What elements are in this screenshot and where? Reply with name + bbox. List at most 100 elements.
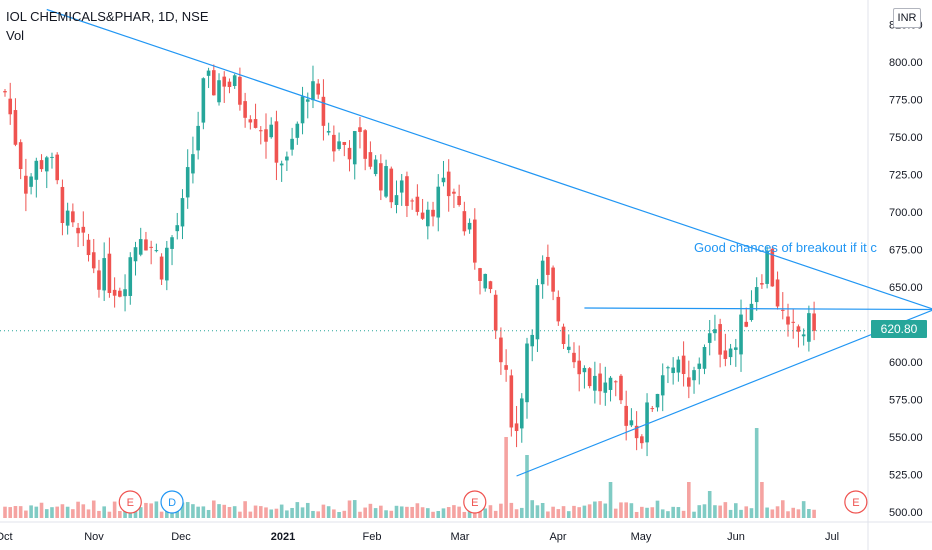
y-tick-label: 800.00 — [889, 57, 923, 69]
volume-bar — [540, 502, 545, 518]
volume-bar — [394, 505, 399, 518]
volume-bar — [342, 510, 347, 518]
last-price-label: 620.80 — [871, 320, 927, 338]
candle-body — [154, 250, 159, 252]
candle-body — [718, 324, 722, 355]
y-tick-label: 575.00 — [889, 395, 923, 407]
candle-body — [629, 420, 634, 426]
chart-annotation[interactable]: Good chances of breakout if it c — [694, 240, 877, 255]
candle-body — [473, 219, 477, 263]
x-tick-label: Oct — [0, 531, 13, 543]
candle-body — [102, 258, 106, 291]
volume-bar — [734, 503, 738, 518]
volume-bar — [561, 506, 566, 518]
volume-bar — [300, 507, 305, 518]
volume-bar — [754, 428, 759, 518]
candle-body — [321, 96, 326, 126]
volume-bar — [452, 505, 456, 518]
volume-bar — [431, 511, 435, 518]
volume-bar — [775, 506, 780, 518]
candle-body — [264, 129, 268, 142]
volume-bar — [154, 501, 159, 518]
volume-bar — [791, 507, 796, 518]
candle-body — [509, 375, 514, 428]
candle-body — [222, 76, 227, 87]
volume-bar — [76, 501, 80, 518]
candle-body — [389, 168, 394, 203]
volume-bar — [258, 506, 263, 518]
volume-bar — [97, 510, 101, 518]
candle-body — [175, 225, 180, 232]
volume-bar — [613, 508, 618, 518]
candle-body — [666, 367, 670, 369]
candle-body — [707, 333, 712, 343]
volume-bar — [86, 509, 91, 518]
volume-bar — [60, 504, 65, 518]
volume-bar — [34, 506, 39, 518]
x-tick-label: 2021 — [271, 531, 295, 543]
currency-button[interactable]: INR — [893, 8, 921, 28]
volume-bar — [363, 507, 367, 518]
candle-body — [133, 247, 138, 262]
volume-bar — [593, 501, 597, 518]
volume-bar — [546, 511, 550, 518]
volume-bar — [556, 509, 561, 518]
volume-bar — [462, 511, 467, 518]
candle-body — [702, 346, 707, 369]
candle-body — [796, 326, 801, 332]
candle-body — [65, 210, 70, 226]
candle-body — [807, 313, 811, 342]
volume-bar — [217, 504, 221, 518]
volume-bar — [29, 505, 33, 518]
volume-bar — [227, 506, 232, 518]
volume-bar — [760, 482, 764, 518]
candle-body — [519, 398, 524, 429]
volume-bar — [504, 437, 508, 518]
candle-body — [457, 196, 461, 206]
volume-bar — [311, 510, 315, 518]
candle-body — [488, 281, 493, 290]
candle-body — [243, 101, 247, 118]
volume-indicator-label[interactable]: Vol — [6, 28, 25, 43]
candle-body — [316, 83, 320, 95]
y-tick-label: 550.00 — [889, 432, 923, 444]
volume-bar — [133, 510, 138, 518]
volume-bar — [650, 507, 655, 518]
volume-bar — [222, 504, 227, 518]
event-marker — [844, 490, 868, 514]
volume-bar — [196, 506, 200, 518]
volume-bar — [645, 507, 649, 518]
volume-bar — [744, 506, 749, 518]
x-tick-label: Dec — [171, 531, 191, 543]
candle-body — [681, 355, 686, 375]
candle-body — [332, 134, 336, 152]
volume-bar — [13, 506, 18, 518]
candle-body — [206, 70, 211, 76]
volume-bar — [566, 511, 571, 518]
candle-body — [285, 156, 289, 161]
volume-bar — [687, 482, 691, 518]
candle-body — [91, 252, 96, 269]
candle-body — [514, 423, 519, 432]
candle-body — [379, 163, 383, 191]
volume-bar — [739, 509, 743, 518]
candle-body — [405, 176, 409, 206]
volume-bar — [707, 491, 712, 518]
volume-bar — [535, 505, 540, 518]
candle-body — [326, 131, 331, 133]
x-tick-label: Jun — [727, 531, 745, 543]
candle-body — [603, 382, 608, 393]
candle-body — [556, 296, 561, 322]
candle-body — [217, 80, 221, 103]
event-marker — [463, 490, 487, 514]
candle-body — [593, 375, 597, 391]
volume-bar — [212, 500, 216, 518]
volume-bar — [457, 506, 461, 518]
volume-bar — [676, 507, 681, 518]
candle-body — [363, 130, 367, 159]
candle-body — [645, 402, 649, 443]
volume-bar — [24, 510, 28, 518]
candle-body — [619, 375, 623, 401]
volume-bar — [3, 506, 7, 518]
